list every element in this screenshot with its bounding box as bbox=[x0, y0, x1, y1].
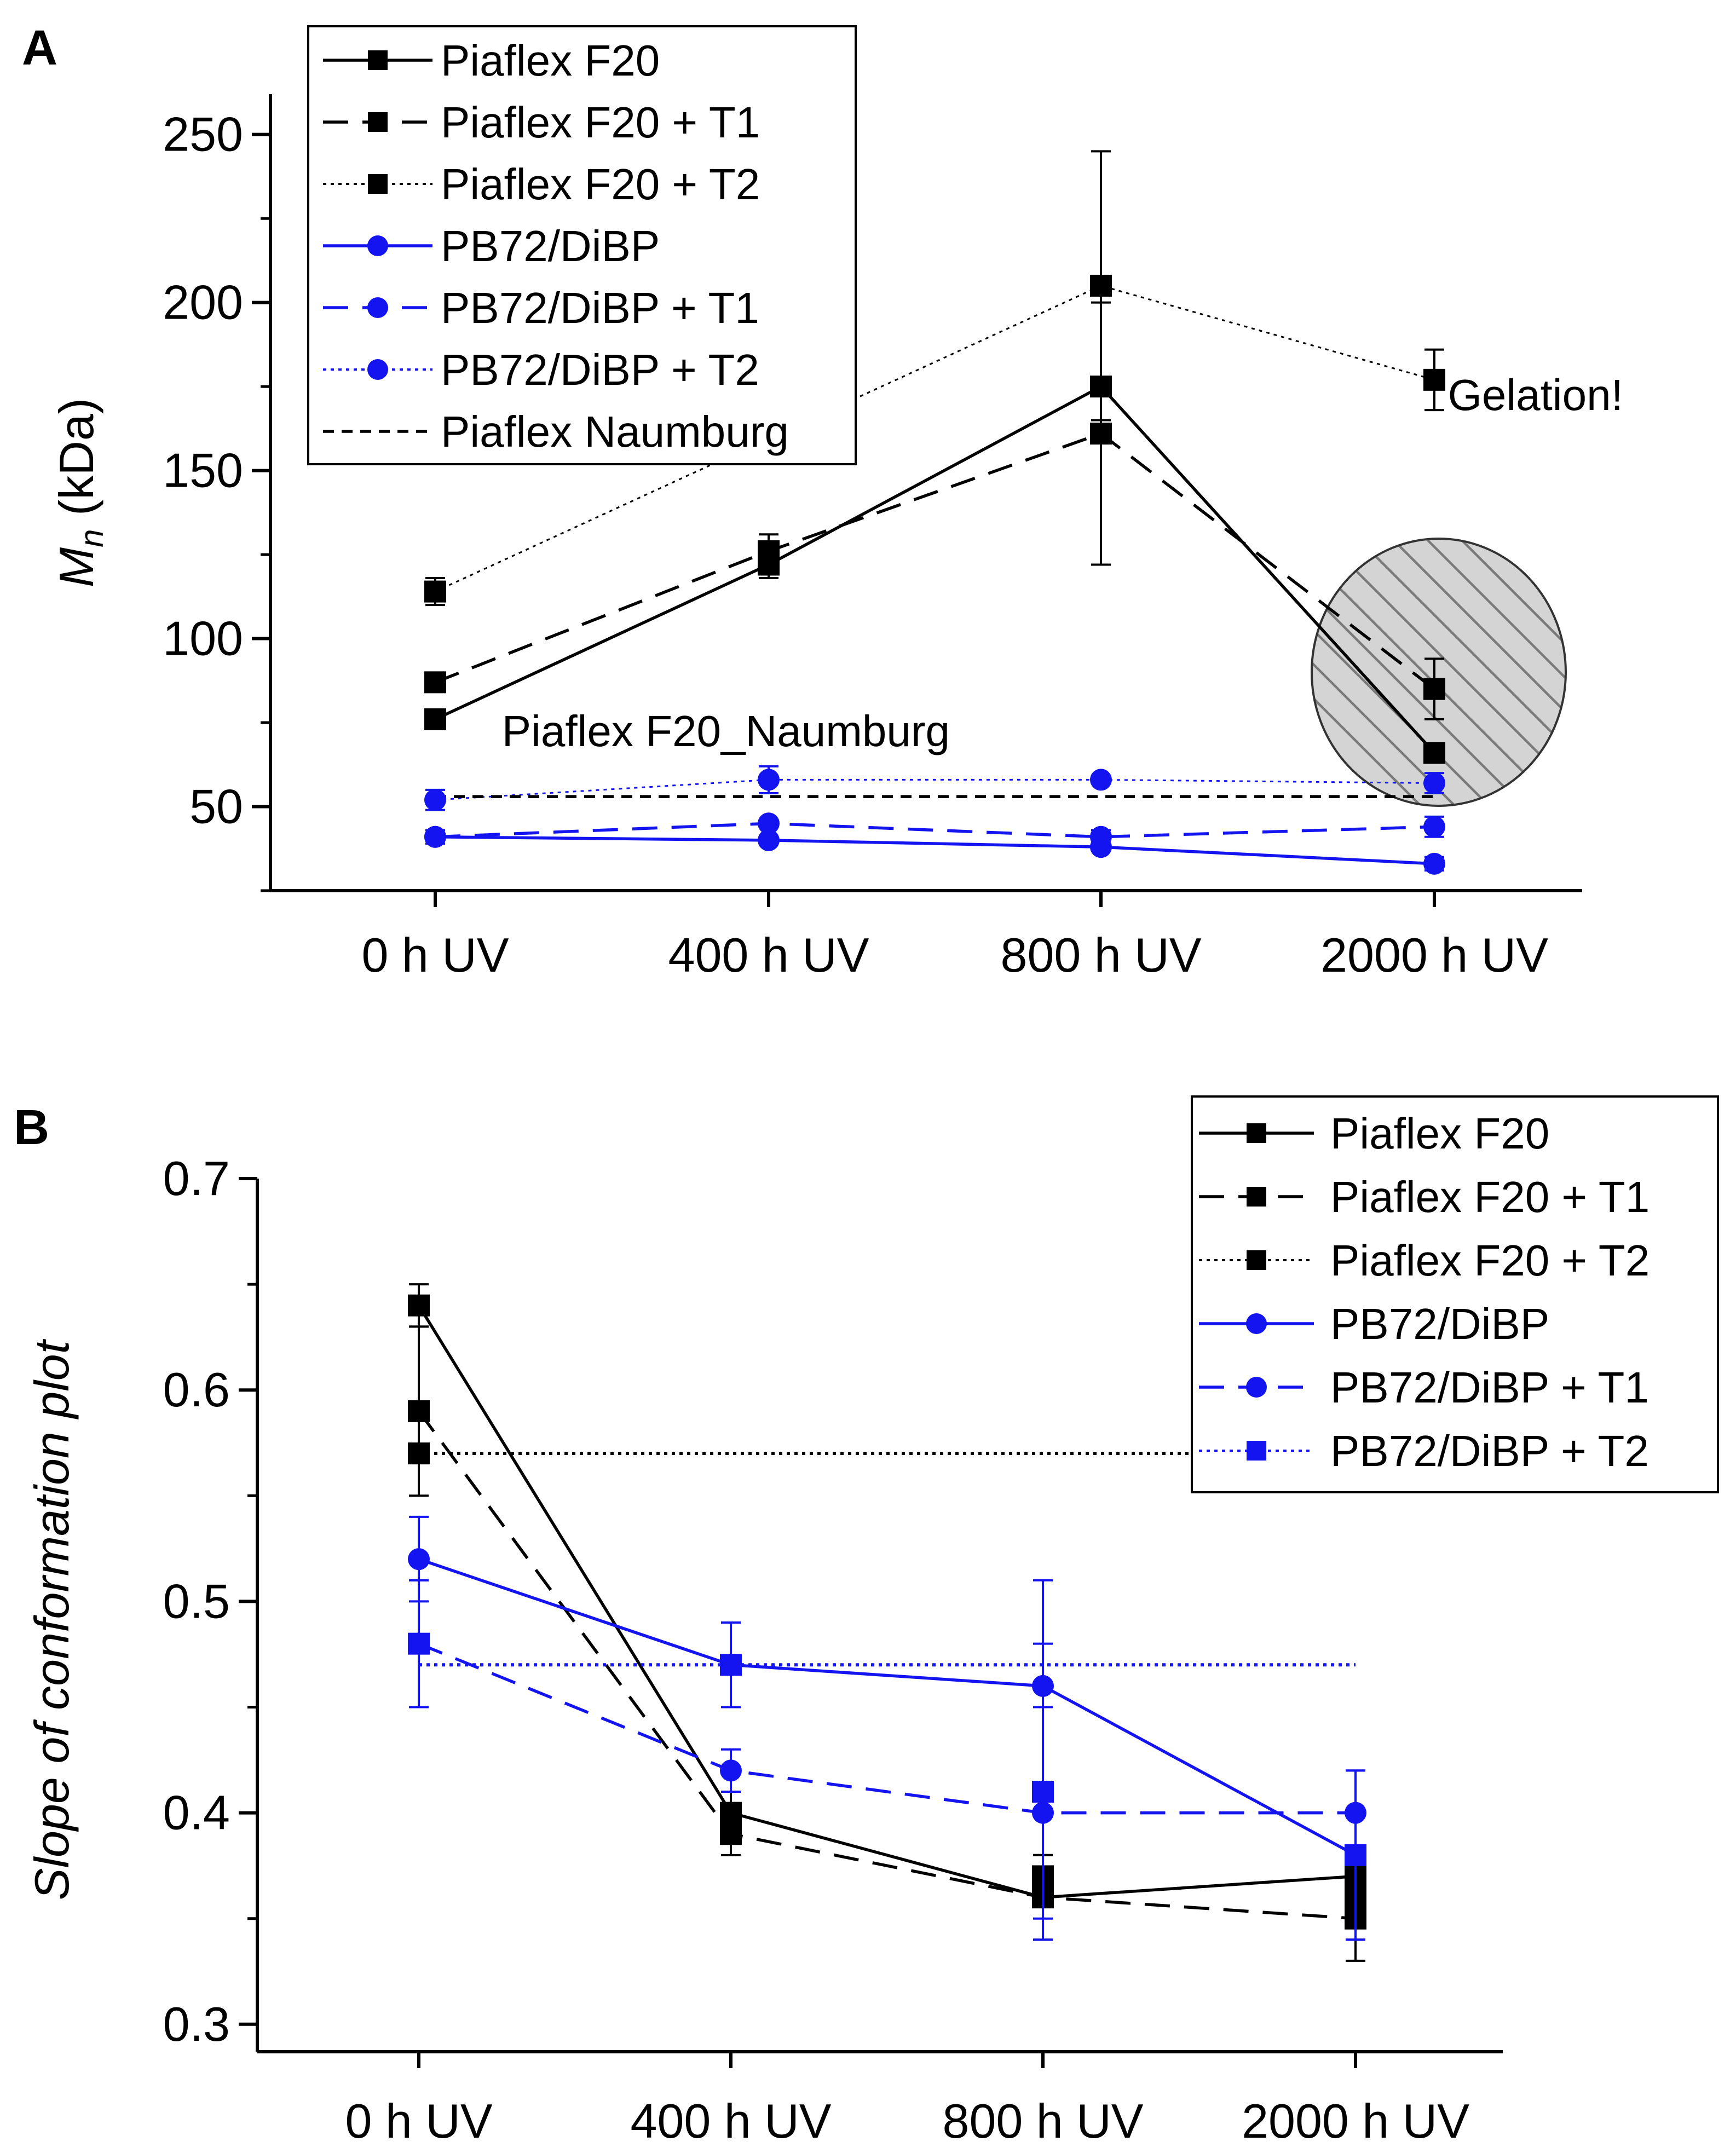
chart-annotation: Piaflex F20_Naumburg bbox=[502, 707, 950, 755]
y-tick-label: 0.6 bbox=[163, 1363, 230, 1417]
data-point bbox=[720, 1759, 742, 1782]
series-line bbox=[418, 1642, 1356, 1815]
x-tick-label: 0 h UV bbox=[345, 2094, 492, 2148]
legend-marker bbox=[367, 359, 388, 380]
legend-label: PB72/DiBP + T1 bbox=[441, 284, 759, 332]
series-line bbox=[417, 1410, 1356, 1920]
y-axis-label: Mn (kDa) bbox=[49, 398, 110, 587]
y-tick-label: 0.4 bbox=[163, 1786, 230, 1840]
data-point bbox=[1423, 816, 1445, 838]
y-tick-label: 0.5 bbox=[163, 1574, 230, 1628]
y-axis-label: Slope of conformation plot bbox=[25, 1338, 79, 1900]
y-tick-label: 50 bbox=[189, 780, 243, 834]
data-point bbox=[758, 769, 780, 791]
x-tick-label: 2000 h UV bbox=[1242, 2094, 1469, 2148]
legend-marker bbox=[1247, 1123, 1266, 1143]
legend-label: Piaflex F20 bbox=[441, 36, 660, 85]
x-tick-label: 800 h UV bbox=[943, 2094, 1144, 2148]
data-point bbox=[408, 1400, 430, 1422]
data-point bbox=[408, 1294, 430, 1317]
data-point bbox=[1032, 1780, 1054, 1803]
legend-marker bbox=[368, 112, 388, 132]
legend-box bbox=[1191, 1095, 1719, 1493]
legend-label: Piaflex F20 + T1 bbox=[441, 98, 760, 147]
legend-marker bbox=[368, 174, 388, 194]
legend-marker bbox=[367, 235, 388, 256]
data-point bbox=[424, 708, 446, 730]
legend-marker bbox=[1246, 1313, 1267, 1334]
x-tick-label: 2000 h UV bbox=[1320, 928, 1548, 982]
series-line bbox=[434, 432, 1435, 690]
data-point bbox=[424, 789, 446, 811]
data-point bbox=[1423, 742, 1445, 764]
legend-label: Piaflex F20 + T1 bbox=[1330, 1173, 1650, 1221]
legend-label: Piaflex F20 bbox=[1330, 1109, 1549, 1158]
x-tick-label: 0 h UV bbox=[361, 928, 509, 982]
data-point bbox=[408, 1442, 430, 1465]
data-point bbox=[408, 1632, 430, 1655]
legend-marker bbox=[368, 50, 388, 70]
legend-label: PB72/DiBP bbox=[441, 222, 660, 270]
legend-marker bbox=[1247, 1441, 1266, 1461]
data-point bbox=[1090, 826, 1112, 848]
series-line bbox=[434, 385, 1436, 754]
data-point bbox=[758, 540, 780, 562]
data-point bbox=[1423, 368, 1445, 391]
legend-marker bbox=[1246, 1377, 1267, 1398]
y-tick-label: 100 bbox=[163, 611, 243, 666]
data-point bbox=[1423, 772, 1445, 794]
x-tick-label: 400 h UV bbox=[668, 928, 869, 982]
y-tick-label: 200 bbox=[163, 275, 243, 330]
y-tick-label: 150 bbox=[163, 443, 243, 498]
data-point bbox=[720, 1654, 742, 1676]
panel-label: B bbox=[14, 1100, 49, 1155]
legend-marker bbox=[367, 297, 388, 318]
legend-marker bbox=[1247, 1187, 1266, 1207]
data-point bbox=[1423, 678, 1445, 700]
panel-label: A bbox=[22, 21, 57, 76]
series-line bbox=[435, 778, 1435, 801]
legend-label: Piaflex Naumburg bbox=[441, 407, 789, 456]
y-tick-label: 0.7 bbox=[163, 1151, 230, 1205]
data-point bbox=[1090, 769, 1112, 791]
gelation-hatched-region bbox=[1311, 537, 1567, 807]
data-point bbox=[758, 829, 780, 851]
series-line bbox=[418, 1557, 1357, 1857]
data-point bbox=[758, 812, 780, 835]
y-tick-label: 0.3 bbox=[163, 1997, 230, 2051]
legend-label: Piaflex F20 + T2 bbox=[1330, 1236, 1650, 1285]
legend-marker bbox=[1247, 1250, 1266, 1270]
series-line bbox=[417, 1305, 1356, 1899]
panel-a-chart: A 50 100 150 200 250 0 h UV 400 h UV 800 h UV 200… bbox=[22, 21, 1623, 982]
data-point bbox=[1423, 852, 1445, 875]
y-tick-label: 250 bbox=[163, 107, 243, 161]
legend-label: Piaflex F20 + T2 bbox=[441, 160, 760, 209]
data-point bbox=[424, 671, 446, 694]
data-point bbox=[720, 1823, 742, 1845]
legend-label: PB72/DiBP + T1 bbox=[1330, 1363, 1649, 1412]
data-point bbox=[408, 1548, 430, 1571]
panel-b-chart: B 0.3 0.4 0.5 0.6 0.7 0 h UV 400 h UV 800 h UV 20… bbox=[14, 1095, 1719, 2148]
series-line bbox=[435, 822, 1435, 839]
x-tick-label: 800 h UV bbox=[1001, 928, 1202, 982]
series-line bbox=[435, 835, 1435, 865]
chart-annotation: Gelation! bbox=[1448, 371, 1623, 419]
data-point bbox=[424, 826, 446, 848]
data-point bbox=[1090, 423, 1112, 445]
legend-label: PB72/DiBP bbox=[1330, 1300, 1549, 1348]
data-point bbox=[1090, 274, 1112, 297]
data-point bbox=[1345, 1844, 1366, 1866]
data-point bbox=[424, 580, 446, 603]
legend-label: PB72/DiBP + T2 bbox=[441, 345, 759, 394]
x-tick-label: 400 h UV bbox=[631, 2094, 832, 2148]
legend-label: PB72/DiBP + T2 bbox=[1330, 1427, 1649, 1475]
